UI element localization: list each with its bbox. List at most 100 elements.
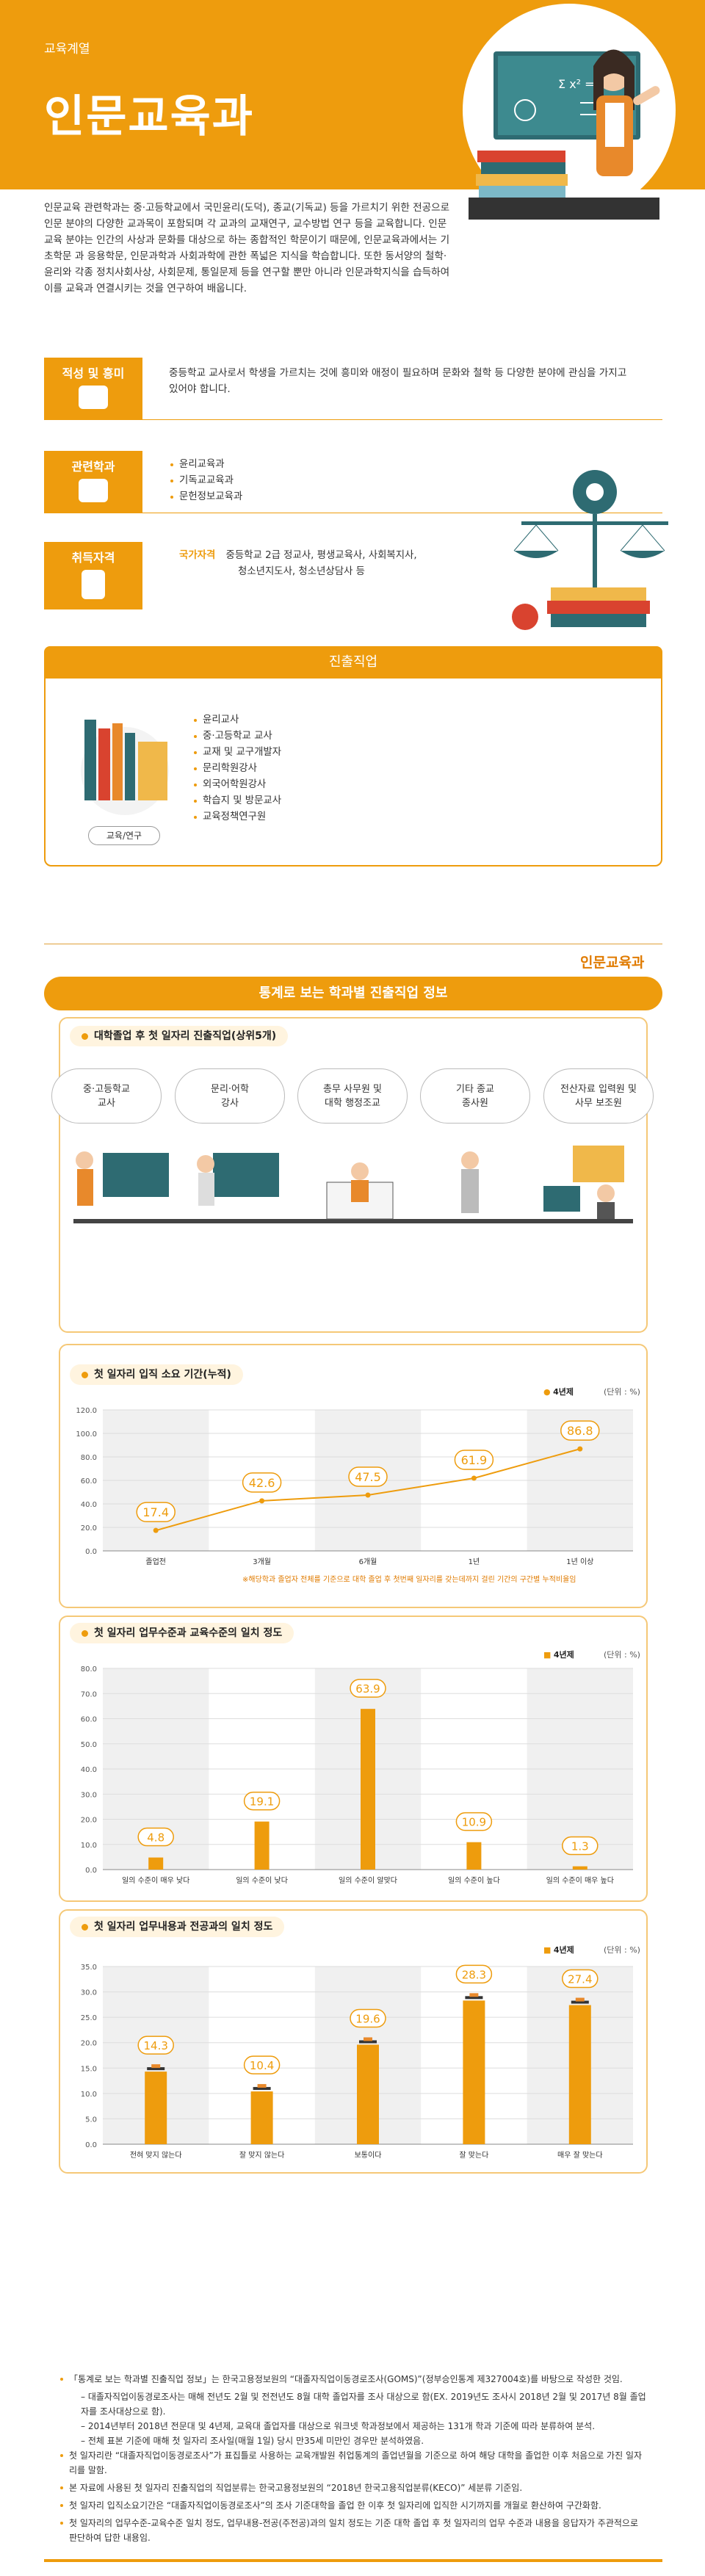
chart1-title: 첫 일자리 입직 소요 기간(누적) — [70, 1364, 243, 1385]
bar-cap — [571, 2000, 589, 2004]
data-label-box — [137, 2036, 174, 2055]
y-tick-label: 10.0 — [81, 1842, 97, 1850]
certificate-icon — [82, 570, 105, 599]
data-point — [153, 1527, 159, 1533]
data-label-box — [454, 1450, 494, 1470]
source-item: 첫 일자리란 “대졸자직업이동경로조사”가 표집틀로 사용하는 교육개발원 취업… — [59, 2448, 646, 2478]
data-label-box — [350, 1679, 386, 1698]
license-line2: 청소년지도사, 청소년상담사 등 — [238, 566, 365, 577]
page-title: 인문교육과 — [44, 91, 254, 142]
source-sub: – 2014년부터 2018년 전문대 및 4년제, 교육대 졸업자를 대상으로… — [81, 2421, 596, 2431]
data-label: 63.9 — [355, 1682, 380, 1696]
source-item: 첫 일자리의 업무수준-교육수준 일치 정도, 업무내용-전공(주전공)과의 일… — [59, 2516, 646, 2545]
y-tick-label: 0.0 — [85, 2141, 97, 2149]
data-label: 10.9 — [462, 1816, 486, 1829]
bar-cap — [359, 2040, 377, 2044]
license-kind: 국가자격 — [179, 550, 216, 561]
x-tick-label: 잘 맞지 않는다 — [239, 2151, 285, 2160]
data-label: 1.3 — [571, 1840, 589, 1853]
bar — [466, 1842, 482, 1870]
list-item: 문헌정보교육과 — [169, 489, 242, 505]
data-label-box — [243, 2055, 281, 2074]
job-bubble: 기타 종교 종사원 — [420, 1068, 530, 1124]
data-label-box — [350, 2008, 386, 2028]
jobs-title: 대학졸업 후 첫 일자리 진출직업(상위5개) — [70, 1026, 289, 1046]
y-tick-label: 120.0 — [76, 1407, 97, 1415]
bar-cap-top — [257, 2084, 267, 2088]
aptitude-tag: 적성 및 흥미 — [44, 358, 142, 419]
list-item: 외국어학원강사 — [192, 777, 281, 793]
x-tick-label: 일의 수준이 매우 낮다 — [122, 1876, 189, 1885]
stats-dept: 인문교육과 — [580, 955, 645, 971]
stats-title: 통계로 보는 학과별 진출직업 정보 — [44, 977, 662, 1010]
y-tick-label: 50.0 — [81, 1741, 97, 1749]
y-tick-label: 70.0 — [81, 1690, 97, 1698]
data-label-box — [136, 1502, 176, 1522]
bar-cap-top — [364, 2037, 372, 2041]
license-label: 취득자격 — [71, 551, 115, 565]
x-tick-label: 6개월 — [359, 1557, 377, 1566]
data-label-box — [137, 1827, 174, 1847]
chart2-legend: ■ 4년제 — [543, 1650, 574, 1660]
data-label: 19.6 — [355, 2012, 380, 2025]
chart1-legend: ● 4년제 — [543, 1387, 574, 1397]
data-label: 28.3 — [462, 1968, 486, 1981]
chart1-svg: 0.0 20.0 40.0 60.0 80.0 100.0 120.0 졸업전 3개월 6개월 1년… — [76, 1407, 633, 1566]
bar — [357, 2044, 379, 2144]
data-label-box — [243, 1791, 281, 1811]
bar — [148, 1857, 164, 1870]
x-tick-label: 1년 이상 — [566, 1557, 593, 1566]
chart1-legend-label: 4년제 — [553, 1387, 574, 1397]
data-label: 86.8 — [567, 1424, 593, 1438]
y-tick-label: 60.0 — [81, 1477, 97, 1486]
career-title: 진출직업 — [44, 646, 662, 679]
y-tick-label: 0.0 — [85, 1548, 97, 1556]
chart2-legend-label: 4년제 — [553, 1650, 574, 1660]
source-sub: – 대졸자직업이동경로조사는 매해 전년도 2월 및 전전년도 8월 대학 졸업… — [81, 2392, 646, 2417]
y-tick-label: 20.0 — [81, 1817, 97, 1825]
data-label-box — [562, 1969, 599, 1989]
chart3-section — [59, 1909, 648, 2174]
y-tick-label: 20.0 — [81, 2040, 97, 2048]
scales-illustration — [512, 470, 668, 630]
bar — [361, 1709, 375, 1870]
x-tick-label: 일의 수준이 매우 높다 — [546, 1876, 614, 1885]
job-bubble: 중·고등학교 교사 — [51, 1068, 162, 1124]
data-label: 4.8 — [147, 1831, 164, 1845]
job-bubble: 총무 사무원 및 대학 행정조교 — [297, 1068, 408, 1124]
chart2-unit: (단위 : %) — [604, 1650, 640, 1660]
list-item: 교육정책연구원 — [192, 809, 281, 825]
intro-text: 인문교육 관련학과는 중·고등학교에서 국민윤리(도덕), 종교(기독교) 등을… — [44, 202, 450, 294]
y-tick-label: 30.0 — [81, 1989, 97, 1997]
x-tick-label: 일의 수준이 낮다 — [236, 1876, 288, 1885]
divider — [44, 419, 662, 420]
career-tag: 교육/연구 — [88, 826, 160, 845]
chart2-svg: 0.0 10.0 20.0 30.0 40.0 50.0 60.0 70.0 80.0 일의 수준… — [81, 1665, 633, 1885]
data-label: 61.9 — [461, 1453, 488, 1467]
x-tick-label: 3개월 — [253, 1557, 271, 1566]
chart3-unit: (단위 : %) — [604, 1945, 640, 1955]
data-point — [259, 1498, 265, 1504]
y-tick-label: 10.0 — [81, 2091, 97, 2099]
x-tick-label: 매우 잘 맞는다 — [557, 2151, 603, 2160]
teacher-illustration: Σ x² = — [463, 4, 676, 220]
data-point — [577, 1446, 583, 1452]
bar — [568, 2005, 591, 2144]
data-label: 17.4 — [142, 1505, 169, 1519]
bar-cap — [147, 2067, 165, 2071]
list-item: 학습지 및 방문교사 — [192, 793, 281, 809]
y-tick-label: 80.0 — [81, 1454, 97, 1462]
bar — [572, 1866, 588, 1870]
list-item: 윤리교사 — [192, 712, 281, 728]
license-line1: 중등학교 2급 정교사, 평생교육사, 사회복지사, — [225, 550, 417, 561]
x-tick-label: 전혀 맞지 않는다 — [130, 2151, 182, 2160]
svg-text:Σ x² =: Σ x² = — [558, 77, 595, 91]
y-tick-label: 35.0 — [81, 1964, 97, 1972]
list-item: 중·고등학교 교사 — [192, 728, 281, 745]
source-item: 첫 일자리 입직소요기간은 “대졸자직업이동경로조사”의 조사 기준대학을 졸업… — [59, 2498, 646, 2513]
aptitude-label: 적성 및 흥미 — [62, 366, 125, 380]
data-label-box — [242, 1472, 282, 1493]
data-label: 10.4 — [250, 2059, 274, 2072]
x-tick-label: 잘 맞는다 — [459, 2151, 488, 2160]
bar-cap — [253, 2087, 271, 2091]
